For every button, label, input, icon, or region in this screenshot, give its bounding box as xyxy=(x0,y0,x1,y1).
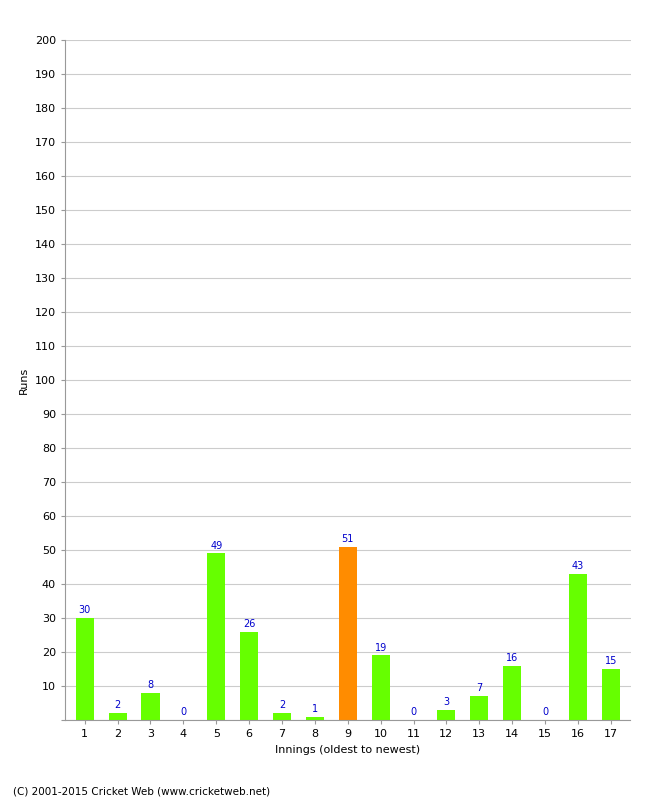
Bar xyxy=(503,666,521,720)
Text: 0: 0 xyxy=(180,707,187,718)
Bar xyxy=(142,693,159,720)
Text: 2: 2 xyxy=(114,701,121,710)
Text: 19: 19 xyxy=(374,642,387,653)
Bar xyxy=(602,669,620,720)
Text: 49: 49 xyxy=(210,541,222,550)
Bar xyxy=(306,717,324,720)
Bar xyxy=(240,632,258,720)
Bar xyxy=(569,574,587,720)
Bar xyxy=(273,714,291,720)
Text: (C) 2001-2015 Cricket Web (www.cricketweb.net): (C) 2001-2015 Cricket Web (www.cricketwe… xyxy=(13,786,270,796)
Y-axis label: Runs: Runs xyxy=(20,366,29,394)
Text: 26: 26 xyxy=(243,619,255,629)
Bar xyxy=(75,618,94,720)
Text: 43: 43 xyxy=(572,561,584,571)
Text: 2: 2 xyxy=(279,701,285,710)
Text: 7: 7 xyxy=(476,683,482,694)
Bar xyxy=(372,655,389,720)
Text: 3: 3 xyxy=(443,697,449,707)
Text: 30: 30 xyxy=(79,606,91,615)
Bar xyxy=(437,710,456,720)
Text: 15: 15 xyxy=(604,656,617,666)
X-axis label: Innings (oldest to newest): Innings (oldest to newest) xyxy=(275,745,421,754)
Bar xyxy=(470,696,488,720)
Text: 16: 16 xyxy=(506,653,518,663)
Bar xyxy=(109,714,127,720)
Text: 1: 1 xyxy=(312,704,318,714)
Text: 8: 8 xyxy=(148,680,153,690)
Bar xyxy=(207,554,226,720)
Text: 0: 0 xyxy=(410,707,417,718)
Text: 51: 51 xyxy=(341,534,354,544)
Bar xyxy=(339,546,357,720)
Text: 0: 0 xyxy=(542,707,548,718)
